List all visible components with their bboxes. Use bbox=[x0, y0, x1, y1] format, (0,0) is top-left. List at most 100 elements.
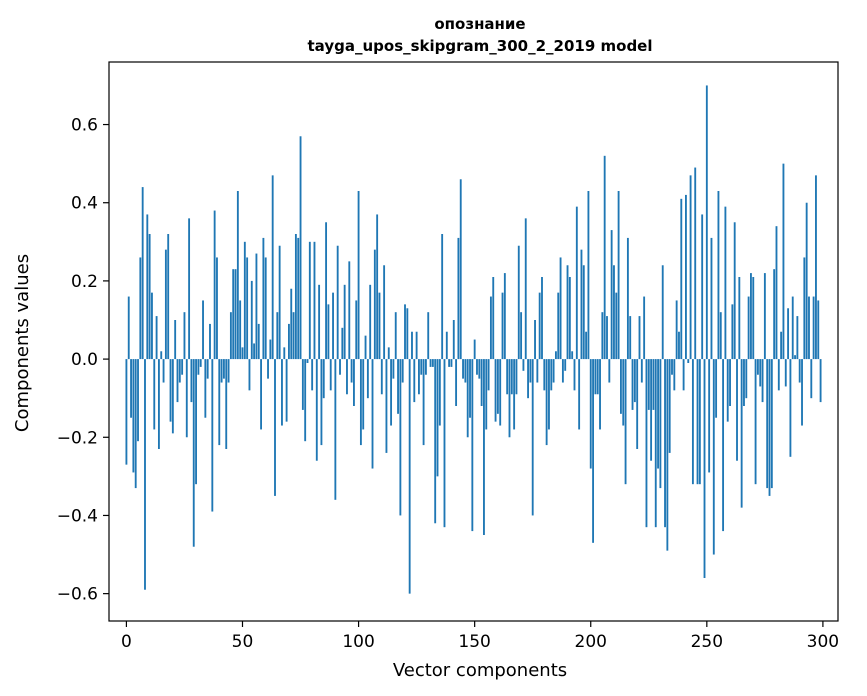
bar bbox=[455, 359, 458, 406]
bar bbox=[473, 339, 476, 360]
bar bbox=[304, 359, 307, 442]
bar bbox=[229, 312, 232, 360]
bar bbox=[613, 265, 615, 360]
bar bbox=[647, 359, 650, 410]
bar bbox=[745, 359, 748, 399]
bar bbox=[689, 175, 692, 360]
bar bbox=[346, 359, 348, 395]
x-tick-label: 0 bbox=[121, 632, 132, 652]
bar bbox=[578, 359, 581, 430]
bar bbox=[181, 359, 184, 375]
bar bbox=[413, 359, 416, 403]
bar bbox=[752, 277, 755, 360]
bar bbox=[269, 339, 272, 360]
bar bbox=[144, 359, 146, 590]
bar bbox=[195, 359, 197, 485]
y-tick-label: −0.4 bbox=[57, 506, 98, 526]
bar bbox=[659, 359, 662, 489]
bar bbox=[789, 359, 792, 457]
bar bbox=[633, 359, 636, 403]
bar bbox=[297, 237, 300, 360]
bar bbox=[306, 359, 309, 363]
bar bbox=[325, 222, 328, 360]
bar bbox=[299, 136, 302, 360]
bar bbox=[696, 359, 699, 485]
bar bbox=[276, 312, 279, 360]
x-tick-label: 100 bbox=[342, 632, 374, 652]
bar bbox=[513, 359, 516, 430]
bar bbox=[457, 237, 460, 360]
bar bbox=[501, 292, 504, 360]
bar bbox=[216, 257, 218, 360]
bar bbox=[362, 359, 365, 430]
bar bbox=[353, 359, 355, 406]
y-tick-label: 0.4 bbox=[71, 194, 98, 214]
bar bbox=[127, 296, 130, 360]
bar bbox=[257, 323, 260, 360]
bar bbox=[192, 359, 195, 547]
bar bbox=[510, 359, 513, 395]
bar bbox=[197, 359, 200, 375]
bar bbox=[673, 359, 676, 391]
bar bbox=[766, 359, 769, 489]
bar bbox=[262, 237, 265, 360]
bar bbox=[761, 359, 764, 403]
bar bbox=[534, 320, 536, 360]
bar bbox=[703, 359, 706, 578]
bar bbox=[204, 359, 207, 418]
bar bbox=[441, 234, 444, 360]
bar bbox=[329, 359, 332, 391]
bar bbox=[385, 359, 388, 453]
y-tick-label: 0.6 bbox=[71, 116, 98, 136]
bar bbox=[452, 320, 455, 360]
bar bbox=[750, 273, 752, 360]
bar bbox=[267, 359, 269, 379]
bar bbox=[334, 359, 337, 500]
bar bbox=[308, 241, 311, 360]
bar bbox=[450, 359, 453, 367]
bar bbox=[392, 359, 395, 379]
bar bbox=[125, 359, 128, 465]
bar bbox=[167, 234, 170, 360]
bar bbox=[462, 359, 464, 379]
bar bbox=[466, 359, 469, 438]
bar bbox=[420, 359, 423, 375]
bar bbox=[738, 277, 741, 360]
bar bbox=[606, 316, 608, 360]
bar bbox=[675, 300, 678, 360]
bar bbox=[652, 359, 655, 410]
bar bbox=[232, 269, 235, 360]
x-axis-label: Vector components bbox=[393, 660, 567, 681]
bar bbox=[253, 343, 256, 360]
chart-subtitle: tayga_upos_skipgram_300_2_2019 model bbox=[308, 37, 653, 55]
bar bbox=[411, 331, 413, 360]
bar bbox=[685, 194, 687, 360]
bar bbox=[483, 359, 485, 535]
bar bbox=[424, 359, 427, 375]
bar bbox=[705, 85, 708, 360]
bar bbox=[580, 249, 583, 360]
y-axis-label: Components values bbox=[12, 254, 33, 432]
bar bbox=[255, 253, 258, 360]
bar bbox=[624, 359, 627, 485]
bar bbox=[592, 359, 594, 543]
bar bbox=[469, 359, 471, 418]
bar bbox=[387, 347, 390, 360]
bar bbox=[445, 331, 448, 360]
bar bbox=[657, 359, 659, 469]
bar bbox=[178, 359, 181, 383]
bar bbox=[554, 351, 557, 360]
bar bbox=[418, 359, 420, 395]
bar bbox=[348, 261, 351, 360]
bar bbox=[515, 359, 518, 395]
bar bbox=[531, 359, 534, 516]
bar bbox=[678, 331, 680, 360]
bar bbox=[169, 359, 172, 422]
bar bbox=[640, 359, 643, 383]
bar bbox=[559, 257, 562, 360]
bar bbox=[378, 292, 381, 360]
bar bbox=[506, 359, 509, 395]
bar bbox=[464, 359, 467, 383]
bar bbox=[241, 347, 244, 360]
